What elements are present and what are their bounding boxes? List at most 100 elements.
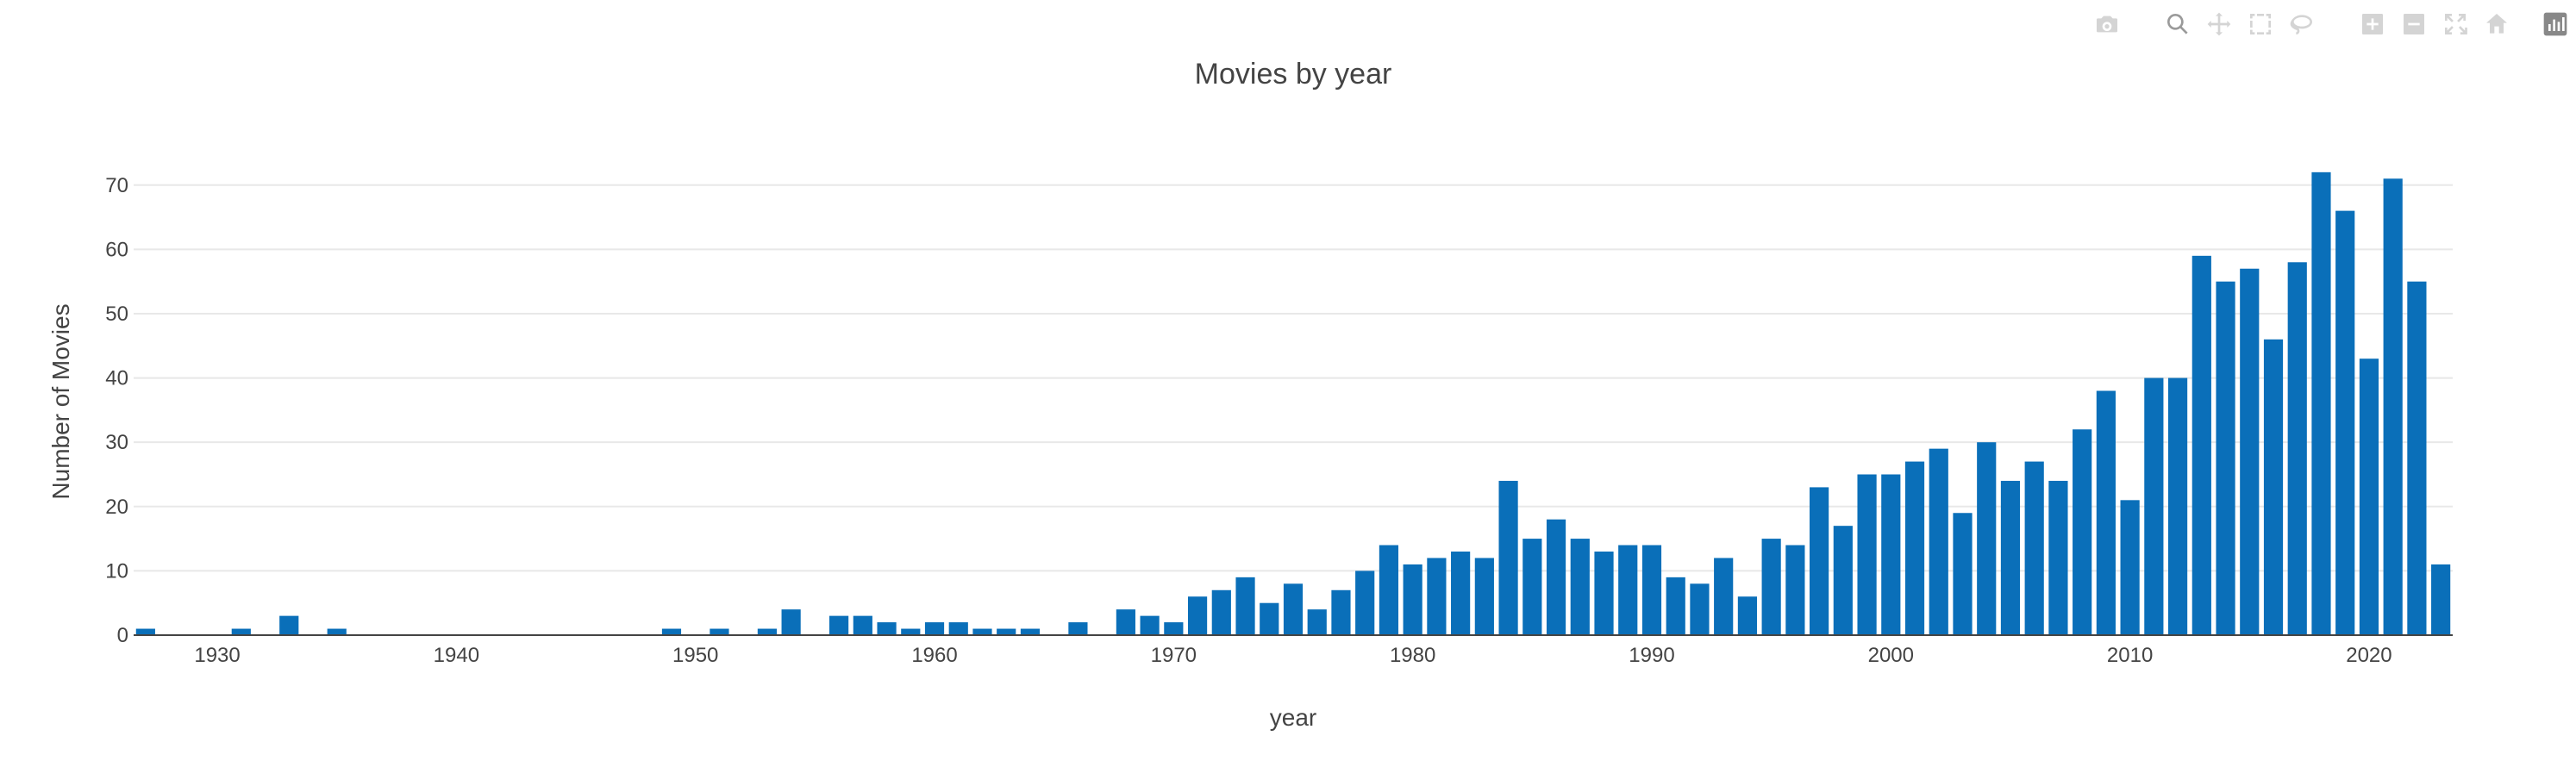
bar-2021[interactable] — [2383, 178, 2403, 636]
bar-2019[interactable] — [2335, 210, 2355, 635]
x-tick-label: 1940 — [434, 644, 479, 667]
bar-1992[interactable] — [1690, 583, 1710, 635]
y-axis-label: Number of Movies — [47, 303, 74, 499]
modebar — [2057, 5, 2576, 43]
bar-1953[interactable] — [757, 628, 777, 635]
bar-1975[interactable] — [1283, 583, 1304, 635]
bar-2018[interactable] — [2311, 171, 2331, 635]
x-axis: 1930 1940 1950 1960 1970 1980 1990 2000 2010 2020 — [134, 634, 2453, 667]
bar-1958[interactable] — [877, 622, 897, 635]
bar-1964[interactable] — [1020, 628, 1041, 635]
bar-1956[interactable] — [829, 615, 849, 635]
pan-icon[interactable] — [2202, 7, 2236, 41]
camera-icon[interactable] — [2090, 7, 2124, 41]
y-tick-label: 20 — [105, 496, 128, 519]
bar-2011[interactable] — [2144, 377, 2164, 635]
y-tick-label: 50 — [105, 302, 128, 326]
bar-2008[interactable] — [2073, 429, 2092, 635]
x-tick-label: 1970 — [1151, 644, 1197, 667]
bar-1973[interactable] — [1235, 577, 1255, 635]
bar-1996[interactable] — [1785, 545, 1805, 635]
bar-1983[interactable] — [1474, 558, 1494, 635]
bar-2006[interactable] — [2024, 461, 2044, 635]
bar-1966[interactable] — [1068, 622, 1088, 635]
bar-1972[interactable] — [1211, 589, 1231, 635]
bar-1962[interactable] — [972, 628, 992, 635]
bar-1971[interactable] — [1187, 596, 1208, 635]
x-tick-label: 1980 — [1390, 644, 1435, 667]
bars[interactable] — [135, 171, 2451, 636]
bar-1963[interactable] — [997, 628, 1016, 635]
plotly-logo-icon[interactable] — [2538, 7, 2573, 41]
bar-1935[interactable] — [327, 628, 347, 635]
bar-1960[interactable] — [924, 622, 945, 635]
zoom-in-icon[interactable] — [2355, 7, 2390, 41]
bar-1993[interactable] — [1714, 558, 1734, 635]
bar-2017[interactable] — [2287, 262, 2307, 635]
lasso-icon[interactable] — [2285, 7, 2319, 41]
bar-2002[interactable] — [1929, 448, 1948, 635]
x-tick-label: 2000 — [1868, 644, 1914, 667]
bar-2023[interactable] — [2431, 564, 2451, 635]
bar-1989[interactable] — [1618, 545, 1638, 635]
bar-2016[interactable] — [2263, 339, 2284, 635]
bar-1969[interactable] — [1140, 615, 1160, 635]
bar-1981[interactable] — [1427, 558, 1447, 635]
bar-1994[interactable] — [1737, 596, 1757, 635]
bar-1999[interactable] — [1857, 474, 1877, 635]
chart-title: Movies by year — [1195, 58, 1392, 90]
bar-1977[interactable] — [1331, 589, 1351, 635]
bar-1957[interactable] — [853, 615, 872, 635]
bar-1997[interactable] — [1810, 487, 1829, 635]
zoom-out-icon[interactable] — [2397, 7, 2431, 41]
x-tick-label: 1990 — [1629, 644, 1674, 667]
bar-2003[interactable] — [1953, 513, 1973, 635]
modebar-group-1 — [2086, 7, 2128, 41]
bar-1970[interactable] — [1164, 622, 1184, 635]
bar-2010[interactable] — [2120, 500, 2140, 635]
bar-1927[interactable] — [135, 628, 155, 635]
modebar-group-3 — [2352, 7, 2517, 41]
bar-1982[interactable] — [1451, 552, 1471, 635]
bar-2001[interactable] — [1904, 461, 1925, 635]
bar-1987[interactable] — [1570, 539, 1590, 635]
zoom-icon[interactable] — [2160, 7, 2195, 41]
bar-1931[interactable] — [231, 628, 251, 635]
bar-1985[interactable] — [1522, 539, 1542, 635]
bar-2013[interactable] — [2191, 255, 2211, 635]
home-icon[interactable] — [2479, 7, 2514, 41]
bar-1968[interactable] — [1116, 609, 1135, 635]
bar-2020[interactable] — [2359, 359, 2379, 635]
bar-1990[interactable] — [1641, 545, 1662, 635]
bar-2007[interactable] — [2048, 480, 2068, 635]
y-tick-label: 60 — [105, 238, 128, 261]
bar-2015[interactable] — [2240, 268, 2260, 635]
autoscale-icon[interactable] — [2438, 7, 2473, 41]
bar-2009[interactable] — [2096, 390, 2116, 636]
bar-1986[interactable] — [1546, 519, 1566, 635]
bar-2000[interactable] — [1881, 474, 1901, 635]
bar-1933[interactable] — [279, 615, 299, 635]
bar-1988[interactable] — [1594, 552, 1614, 635]
bar-1974[interactable] — [1260, 602, 1279, 635]
bar-1959[interactable] — [901, 628, 921, 635]
box-select-icon[interactable] — [2243, 7, 2278, 41]
bar-1980[interactable] — [1403, 564, 1422, 635]
bar-1998[interactable] — [1833, 526, 1853, 635]
bar-2005[interactable] — [2000, 480, 2021, 635]
bar-2014[interactable] — [2216, 281, 2235, 635]
bar-1995[interactable] — [1761, 539, 1781, 635]
bar-1978[interactable] — [1355, 571, 1375, 635]
bar-1991[interactable] — [1666, 577, 1685, 635]
x-tick-label: 1930 — [194, 644, 240, 667]
bar-2012[interactable] — [2167, 377, 2188, 635]
bar-2004[interactable] — [1977, 442, 1997, 635]
bar-1951[interactable] — [710, 628, 729, 635]
bar-1976[interactable] — [1307, 609, 1327, 635]
bar-1954[interactable] — [781, 609, 801, 635]
bar-1979[interactable] — [1379, 545, 1399, 635]
bar-2022[interactable] — [2407, 281, 2427, 635]
bar-1949[interactable] — [661, 628, 682, 635]
bar-1984[interactable] — [1498, 480, 1518, 635]
bar-1961[interactable] — [948, 622, 968, 635]
